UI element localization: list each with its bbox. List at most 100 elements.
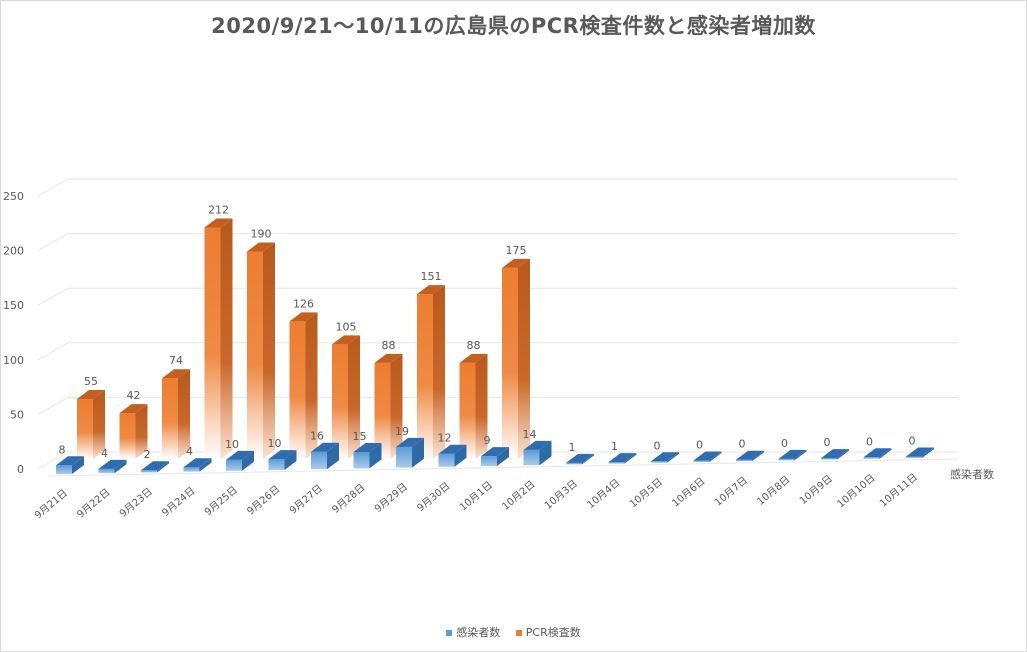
data-label-pcr: 105 bbox=[336, 320, 357, 333]
bar-infected-top bbox=[566, 453, 594, 463]
x-tick-label: 10月8日 bbox=[755, 474, 793, 508]
x-tick-label: 10月6日 bbox=[670, 475, 708, 509]
bar-infected-top bbox=[523, 440, 552, 450]
data-label-pcr: 42 bbox=[127, 389, 141, 402]
bar-infected-top bbox=[693, 451, 722, 461]
bar-infected-front bbox=[651, 461, 667, 463]
data-label-pcr: 212 bbox=[208, 203, 229, 216]
bar-pcr-side bbox=[305, 312, 318, 459]
x-tick-label: 10月7日 bbox=[712, 474, 750, 508]
bar-pcr-side bbox=[433, 285, 445, 459]
bar-infected-front bbox=[693, 460, 710, 462]
bar-infected-front bbox=[481, 456, 497, 466]
bar-pcr-side bbox=[390, 353, 403, 459]
bar-infected-top bbox=[268, 450, 297, 460]
bar-pcr-top bbox=[459, 353, 488, 363]
x-tick-label: 10月5日 bbox=[627, 476, 665, 510]
bar-infected-side bbox=[72, 456, 84, 474]
bar-infected-front bbox=[566, 462, 582, 465]
bar-infected-top bbox=[353, 443, 382, 453]
bar-infected-side bbox=[497, 447, 509, 466]
legend-swatch-pcr bbox=[515, 630, 522, 636]
bar-infected-side bbox=[922, 447, 934, 458]
data-label-pcr: 88 bbox=[382, 339, 396, 352]
bar-pcr-front bbox=[332, 344, 348, 459]
bar-infected-side bbox=[667, 452, 679, 463]
data-label-infected: 0 bbox=[824, 436, 831, 449]
bar-pcr-side bbox=[135, 404, 148, 459]
y-tick-label: 0 bbox=[17, 463, 24, 476]
legend-item-pcr: PCR検査数 bbox=[515, 624, 581, 640]
depth-axis-label: 感染者数 bbox=[950, 467, 994, 481]
bar-pcr-front bbox=[204, 227, 221, 459]
bar-infected-side bbox=[582, 453, 594, 465]
bar-pcr-top bbox=[502, 258, 530, 268]
y-tick-label: 50 bbox=[10, 408, 24, 421]
bar-pcr-top bbox=[162, 369, 190, 379]
bar-infected-side bbox=[454, 444, 467, 467]
bar-infected-side bbox=[794, 449, 807, 461]
floor-line bbox=[47, 458, 959, 477]
bar-infected-side bbox=[412, 437, 424, 468]
bar-infected-top bbox=[396, 437, 424, 447]
data-label-pcr: 88 bbox=[467, 339, 481, 352]
bar-infected-front bbox=[736, 459, 752, 462]
bar-infected-top bbox=[98, 459, 127, 469]
x-tick-label: 9月21日 bbox=[32, 487, 70, 521]
bar-pcr-front bbox=[119, 413, 136, 459]
x-tick-label: 9月23日 bbox=[117, 486, 155, 520]
data-label-pcr: 175 bbox=[506, 244, 527, 257]
legend-label-infected: 感染者数 bbox=[456, 626, 501, 639]
y-tick-label: 250 bbox=[3, 190, 24, 203]
data-label-infected: 1 bbox=[569, 441, 576, 454]
x-tick-label: 10月2日 bbox=[500, 478, 538, 512]
bar-pcr-front bbox=[417, 294, 433, 459]
bar-infected-front bbox=[56, 465, 72, 474]
bar-pcr-front bbox=[502, 267, 518, 459]
legend-label-pcr: PCR検査数 bbox=[525, 626, 581, 639]
data-label-infected: 10 bbox=[268, 437, 282, 450]
bar-infected-top bbox=[651, 452, 679, 462]
x-tick-label: 9月24日 bbox=[160, 485, 198, 519]
bar-pcr-top bbox=[204, 218, 233, 228]
bar-infected-front bbox=[523, 449, 540, 466]
bar-pcr-side bbox=[348, 335, 360, 459]
data-label-infected: 0 bbox=[739, 438, 746, 451]
bar-infected-side bbox=[114, 459, 127, 474]
bar-pcr-side bbox=[178, 369, 190, 459]
x-tick-label: 10月9日 bbox=[797, 473, 835, 507]
bar-infected-top bbox=[141, 461, 169, 471]
bar-infected-front bbox=[438, 453, 455, 467]
bar-infected-front bbox=[863, 457, 880, 459]
y-tick-label: 150 bbox=[3, 299, 24, 312]
gridline-slant bbox=[37, 451, 69, 470]
y-tick-label: 200 bbox=[3, 245, 24, 258]
x-tick-label: 9月29日 bbox=[372, 481, 410, 515]
chart-title: 2020/9/21～10/11の広島県のPCR検査件数と感染者増加数 bbox=[211, 14, 816, 38]
bar-infected-side bbox=[284, 450, 297, 470]
x-tick-label: 10月11日 bbox=[877, 471, 920, 509]
y-tick-label: 100 bbox=[3, 354, 24, 367]
bar-pcr-top bbox=[417, 285, 445, 295]
bar-infected-front bbox=[906, 456, 922, 458]
bar-pcr-front bbox=[162, 378, 178, 459]
bar-infected-side bbox=[157, 461, 169, 473]
bar-pcr-side bbox=[220, 218, 233, 459]
bar-infected-side bbox=[752, 450, 764, 462]
bar-pcr-front bbox=[247, 251, 263, 459]
data-label-infected: 0 bbox=[781, 437, 788, 450]
bar-infected-side bbox=[879, 448, 892, 459]
data-label-infected: 4 bbox=[101, 447, 108, 460]
x-tick-label: 10月10日 bbox=[835, 472, 878, 510]
data-label-infected: 8 bbox=[59, 443, 66, 456]
x-tick-label: 10月4日 bbox=[585, 477, 623, 511]
bar-infected-top bbox=[183, 458, 212, 468]
legend-swatch-infected bbox=[446, 630, 453, 636]
legend-item-infected: 感染者数 bbox=[446, 624, 500, 640]
x-tick-label: 10月1日 bbox=[457, 479, 495, 513]
bar-infected-top bbox=[311, 442, 339, 452]
bar-pcr-top bbox=[332, 335, 360, 345]
x-tick-label: 9月22日 bbox=[75, 486, 113, 520]
data-label-infected: 2 bbox=[144, 448, 151, 461]
data-label-infected: 19 bbox=[395, 425, 409, 438]
